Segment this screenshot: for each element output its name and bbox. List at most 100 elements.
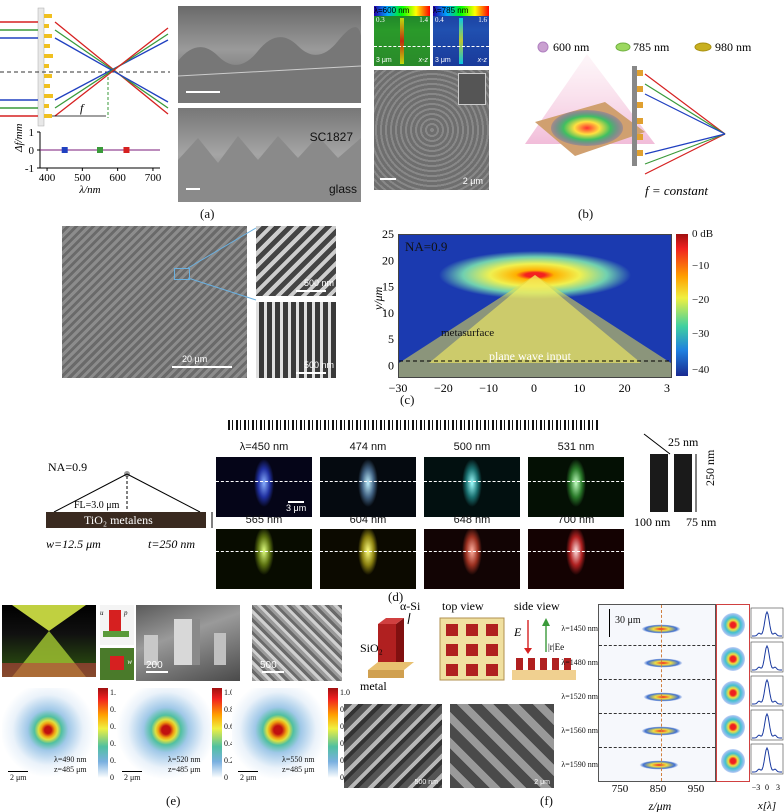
intensity-profile [752,712,782,739]
caption-f: (f) [540,793,553,808]
sem-grating-zoom: 500 nm [256,226,336,296]
x-tick-label: 0 [531,381,537,395]
inset-tick-label: 0 [765,783,769,792]
sem-image-bottom: SC1827 glass [178,108,361,202]
svg-text:w=12.5 μm: w=12.5 μm [46,537,101,551]
focal-map-604 [320,529,416,589]
caption-d: (d) [388,589,404,604]
svg-text:α-Si: α-Si [400,600,421,613]
caption-e: (e) [166,793,181,808]
inset-tick-label: 3 [776,783,780,792]
focal-map-474 [320,457,416,517]
colorbar-e2-ticks: 1.0 0.8 0.6 0.4 0.2 0 [224,688,234,782]
nanopillar-sem-2: 500 [252,605,342,681]
plane-wave-label: plane wave input [489,349,571,363]
colorbar-e3 [328,688,338,778]
asi-grating-sem: 2 μm [450,704,554,788]
y-tick-label: 5 [388,332,394,346]
field-inset-600: λ=600 nm 0.3 1.4 3 μm x-z [374,6,430,66]
intensity-profile [752,746,782,773]
x-tick-label: 10 [573,381,585,395]
sem-label-glass: glass [328,182,357,196]
x-tick-label: 750 [612,783,629,795]
y-tick-label: 20 [382,253,394,267]
x-axis-label: λ/nm [78,184,100,196]
colorbar-c-ticks: 0 dB −10 −20 −30 −40 [692,228,714,376]
x-tick-label: 950 [688,783,705,795]
svg-text:25 nm: 25 nm [668,435,699,449]
focal-map-450: 3 μm [216,457,312,517]
svg-text:E: E [513,625,522,639]
sem-grating-cross: 500 nm [256,302,336,378]
zoom-lines [187,227,257,301]
y-tick-label: -1 [25,163,34,175]
metalens-substrate [37,7,45,127]
x-tick-label: 600 [109,172,126,184]
colorbar-e1-ticks: 1.0 0.8 0.6 0.4 0.2 0 [110,688,120,782]
focal-spot-520: λ=520 nm z=485 μm 2 μm [116,688,216,782]
intensity-profile [752,610,782,637]
z-axis: 750 850 950 z/μm [612,783,705,812]
inset-tick-label: −3 [752,783,761,792]
svg-text:side view: side view [514,600,560,613]
f-constant-label: f = constant [645,183,708,198]
focal-map-648 [424,529,520,589]
x-tick-label: −20 [434,381,453,395]
metalens-pillars [44,14,53,118]
focal-spot-490: λ=490 nm z=485 μm 2 μm [2,688,94,782]
metalens-barcode [228,420,598,430]
panel-a-schematic: f 400 500 600 700 -1 0 1 Δf/mm λ/nm [0,7,170,196]
colorbar-c [676,234,688,376]
metasurface-sem: 2 μm [374,70,489,190]
svg-text:250 nm: 250 nm [703,449,717,486]
svg-text:|r|Ee: |r|Ee [548,642,564,652]
intensity-profile [752,678,782,705]
svg-text:t=250 nm: t=250 nm [148,537,195,551]
focal-shift-maps: 30 μm [598,604,716,782]
svg-text:NA=0.9: NA=0.9 [48,460,87,474]
spot-column [716,604,750,782]
na-label-c: NA=0.9 [405,239,448,254]
metasurface-label: metasurface [441,327,495,339]
svg-text:SiO₂: SiO₂ [360,641,383,655]
x-tick-label: −30 [389,381,408,395]
svg-text:top view: top view [442,600,484,613]
nanopillar-sem-1: 200 [136,605,240,681]
y-axis-label-c: y/μm [371,286,385,311]
caption-b: (b) [578,206,594,221]
x-tick-label: −10 [479,381,498,395]
field-inset-785: λ=785 nm 0.4 1.6 3 μm x-z [433,6,489,66]
focal-spot-550: λ=550 nm z=485 μm 2 μm [232,688,326,782]
unit-cell-top: w [100,648,134,680]
panel-b-schematic: 600 nm 785 nm 980 nm f = constant [525,40,752,198]
y-tick-label: 1 [29,127,35,139]
y-tick-label: 25 [382,230,394,241]
reflective-metasurface-schematic: α-Si SiO₂ metal top view side view E |r|… [360,600,576,690]
intensity-profile [752,644,782,671]
data-point [61,147,68,153]
x-tick-label: 500 [74,172,91,184]
svg-text:785 nm: 785 nm [633,40,670,54]
metalens-render [2,605,96,677]
svg-text:600 nm: 600 nm [553,40,590,54]
x-tick-label: 700 [145,172,162,184]
focus-heatmap: NA=0.9 metasurface plane wave input [398,234,672,378]
asi-pillar-sem: 500 nm [344,704,442,788]
y-tick-label: 0 [29,145,35,157]
y-tick-label: 10 [382,306,394,320]
svg-text:z/μm: z/μm [648,799,672,812]
sem-label-sc1827: SC1827 [309,130,353,144]
y-tick-label: 15 [382,280,394,294]
focal-map-500 [424,457,520,517]
svg-text:FL=3.0 μm: FL=3.0 μm [74,500,120,511]
nanofin-dimensions: 25 nm 250 nm 100 nm 75 nm [634,433,717,529]
sem-image-top [178,6,361,103]
data-point [97,147,103,153]
y-axis-label: Δf/mm [13,123,25,153]
caption-a: (a) [200,206,215,221]
focal-length-label: f [80,101,85,115]
data-point [123,147,130,153]
svg-text:980 nm: 980 nm [715,40,752,54]
svg-text:100 nm: 100 nm [634,515,671,529]
caption-c: (c) [400,392,415,407]
